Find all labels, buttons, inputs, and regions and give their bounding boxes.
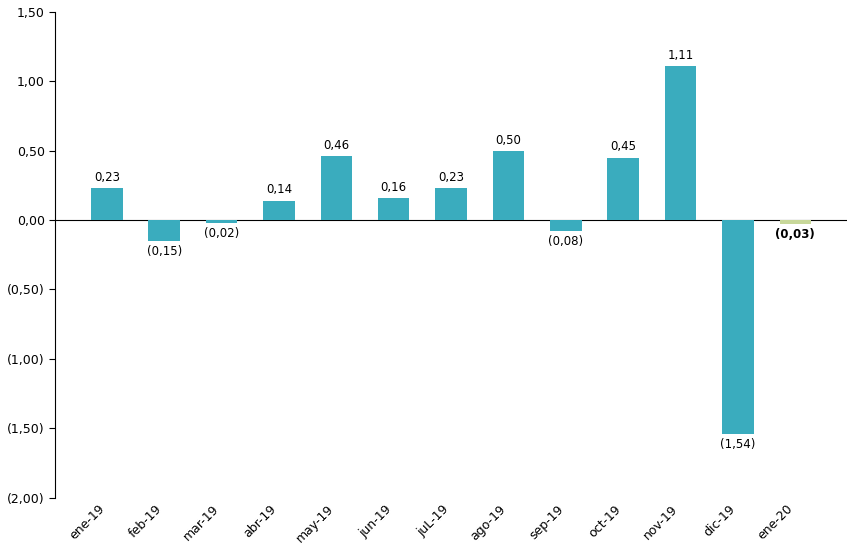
Bar (378, 198, 409, 220)
Text: (0,02): (0,02) (204, 227, 239, 240)
Text: 0,14: 0,14 (265, 183, 292, 197)
Bar (435, 188, 467, 220)
Bar (606, 158, 638, 220)
Text: (0,15): (0,15) (147, 245, 182, 258)
Bar (320, 156, 351, 220)
Bar (206, 220, 237, 223)
Text: 0,46: 0,46 (323, 139, 349, 152)
Text: (0,08): (0,08) (548, 235, 583, 248)
Text: 1,11: 1,11 (667, 49, 693, 62)
Text: (0,03): (0,03) (775, 229, 815, 241)
Bar (263, 201, 294, 220)
Bar (148, 220, 180, 241)
Text: (1,54): (1,54) (719, 438, 755, 451)
Bar (664, 66, 695, 220)
Bar (549, 220, 581, 231)
Bar (722, 220, 753, 434)
Text: 0,45: 0,45 (609, 140, 635, 153)
Text: 0,16: 0,16 (380, 181, 406, 194)
Bar (779, 220, 810, 224)
Text: 0,23: 0,23 (438, 171, 463, 184)
Text: 0,23: 0,23 (94, 171, 119, 184)
Text: 0,50: 0,50 (495, 134, 521, 146)
Bar (91, 188, 123, 220)
Bar (492, 151, 524, 220)
